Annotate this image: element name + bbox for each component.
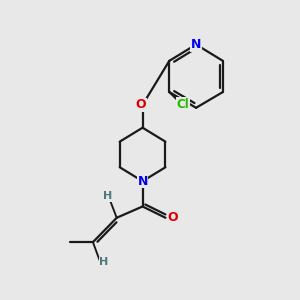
- Text: H: H: [99, 257, 109, 267]
- Text: N: N: [137, 175, 148, 188]
- Text: Cl: Cl: [176, 98, 189, 111]
- Text: O: O: [168, 211, 178, 224]
- Text: H: H: [103, 191, 112, 201]
- Text: O: O: [136, 98, 146, 111]
- Text: N: N: [191, 38, 201, 51]
